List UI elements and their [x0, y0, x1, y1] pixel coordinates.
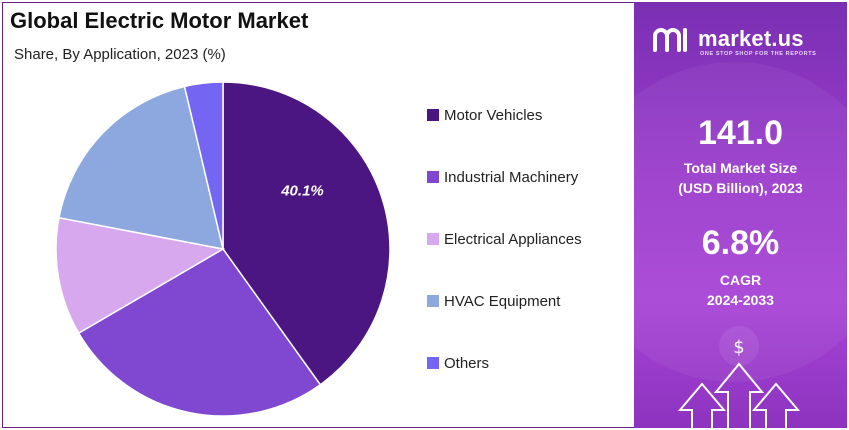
chart-subtitle: Share, By Application, 2023 (%) [14, 46, 226, 63]
legend-item: Others [427, 352, 489, 374]
market-us-logo-icon [653, 28, 687, 52]
pie-slice-hvac-equipment [58, 85, 224, 250]
legend-item: HVAC Equipment [427, 290, 560, 312]
growth-arrows-icon: $ [677, 326, 801, 428]
legend-swatch [427, 109, 439, 121]
pie-slice-industrial-machinery [77, 248, 322, 417]
pie-chart: 40.1% [55, 81, 391, 417]
legend-label: Motor Vehicles [444, 106, 543, 124]
cagr-label: CAGR [719, 272, 762, 288]
legend-label: Industrial Machinery [444, 168, 579, 186]
market-size-label-2: (USD Billion), 2023 [678, 180, 803, 196]
pie-data-label: 40.1% [280, 182, 324, 199]
legend-item: Industrial Machinery [427, 166, 578, 188]
legend-label: HVAC Equipment [444, 292, 561, 310]
summary-panel: market.us ONE STOP SHOP FOR THE REPORTS … [634, 2, 847, 428]
brand-name: market.us [698, 26, 804, 51]
pie-slice-others [183, 81, 224, 250]
brand-logo: market.us ONE STOP SHOP FOR THE REPORTS [652, 24, 842, 60]
pie-slice-motor-vehicles [222, 81, 391, 386]
cagr-value: 6.8% [701, 224, 780, 262]
pie-slice-electrical-appliances [55, 216, 226, 335]
brand-tagline: ONE STOP SHOP FOR THE REPORTS [700, 51, 817, 57]
legend-swatch [427, 357, 439, 369]
chart-title: Global Electric Motor Market [10, 8, 309, 33]
legend-item: Electrical Appliances [427, 228, 582, 250]
legend-swatch [427, 171, 439, 183]
chart-area: Global Electric Motor Market Share, By A… [10, 8, 582, 417]
legend-label: Electrical Appliances [444, 230, 582, 248]
legend-label: Others [444, 354, 490, 372]
dollar-icon: $ [733, 337, 744, 358]
market-size-value: 141.0 [697, 114, 784, 152]
cagr-period: 2024-2033 [707, 292, 774, 308]
legend-swatch [427, 233, 439, 245]
market-size-label-1: Total Market Size [683, 160, 798, 176]
legend-swatch [427, 295, 439, 307]
legend-item: Motor Vehicles [427, 104, 542, 126]
